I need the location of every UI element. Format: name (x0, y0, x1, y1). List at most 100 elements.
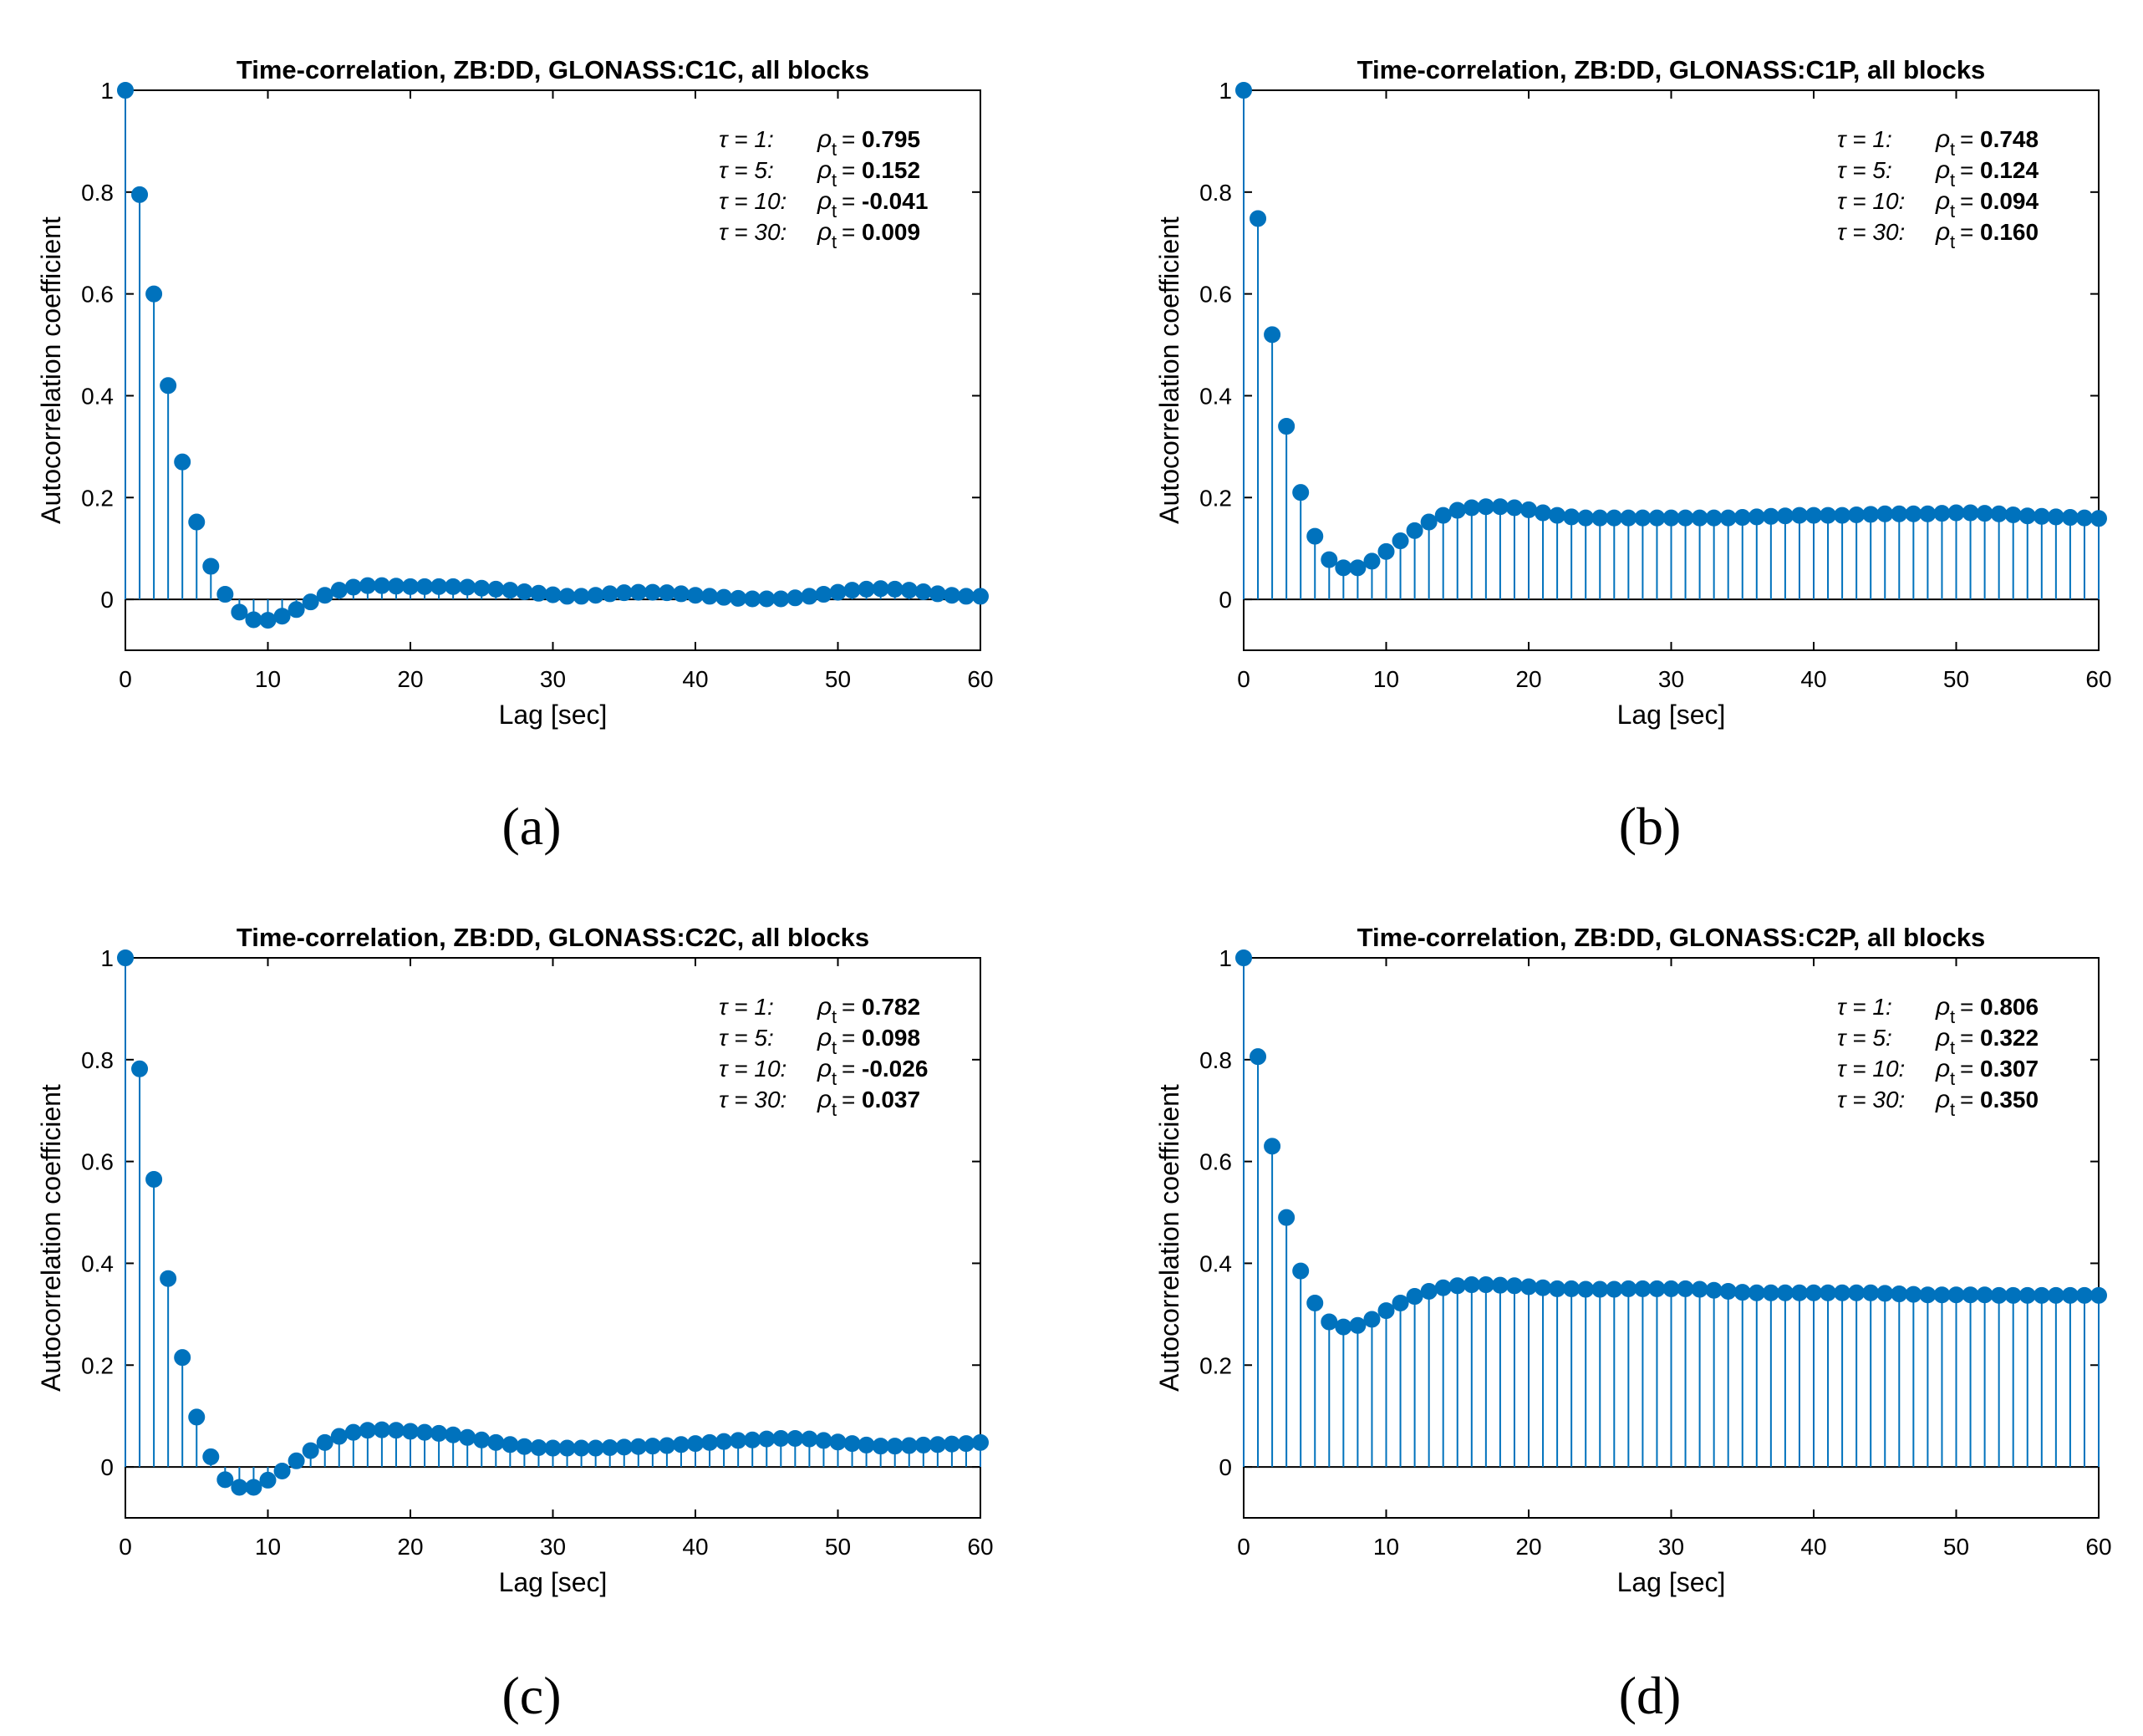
data-point-marker (1591, 509, 1609, 527)
y-tick-label: 0.4 (1199, 1250, 1232, 1276)
data-point-marker (886, 580, 904, 598)
x-tick-label: 40 (682, 666, 708, 692)
annotation-rho-symbol: ρ (817, 218, 832, 246)
data-point-marker (2047, 508, 2064, 526)
data-point-marker (131, 186, 149, 203)
data-point-marker (2090, 1286, 2107, 1304)
data-point-marker (658, 584, 675, 602)
data-point-marker (117, 949, 134, 966)
data-point-marker (1235, 82, 1252, 99)
data-point-marker (587, 1439, 604, 1457)
data-point-marker (1392, 532, 1409, 550)
annotation-lag: τ = 30: (719, 1087, 786, 1112)
data-point-marker (1392, 1294, 1409, 1311)
annotation-value: 0.806 (1980, 994, 2039, 1020)
data-point-marker (202, 1448, 220, 1465)
data-point-marker (1748, 1284, 1765, 1301)
annotation-rho-subscript: t (832, 232, 837, 252)
annotation-rho-subscript: t (832, 1099, 837, 1120)
data-point-marker (487, 580, 505, 598)
x-axis-label: Lag [sec] (1617, 700, 1726, 730)
y-tick-label: 0.4 (81, 383, 114, 409)
data-point-marker (1848, 1284, 1866, 1301)
y-tick-label: 0 (100, 587, 114, 613)
data-point-marker (2061, 509, 2079, 527)
y-tick-label: 0.8 (1199, 180, 1232, 206)
data-point-marker (1891, 1285, 1908, 1302)
data-point-marker (1491, 498, 1509, 516)
data-point-marker (1719, 509, 1737, 527)
annotation-rho-subscript: t (832, 1037, 837, 1058)
data-point-marker (1976, 505, 1993, 522)
data-point-marker (1278, 1209, 1295, 1226)
y-tick-label: 0.4 (81, 1250, 114, 1276)
data-point-marker (1962, 1286, 1979, 1304)
data-point-marker (1933, 1286, 1951, 1304)
data-point-marker (730, 1432, 747, 1449)
data-point-marker (715, 1433, 733, 1450)
annotation-equals: = (842, 188, 855, 214)
data-point-marker (544, 586, 562, 603)
data-point-marker (1520, 501, 1537, 518)
data-point-marker (1762, 1284, 1779, 1301)
data-point-marker (601, 585, 618, 603)
data-point-marker (2004, 506, 2022, 523)
y-tick-label: 0.2 (81, 485, 114, 511)
x-tick-label: 40 (1800, 1534, 1826, 1560)
data-point-marker (558, 588, 576, 605)
data-point-marker (687, 1435, 704, 1453)
data-point-marker (558, 1439, 576, 1457)
data-point-marker (1448, 501, 1466, 519)
data-point-marker (302, 593, 319, 611)
data-point-marker (715, 588, 733, 606)
annotation-rho-symbol: ρ (1935, 1055, 1950, 1082)
data-point-marker (330, 582, 348, 599)
data-point-marker (573, 1439, 590, 1457)
data-point-marker (1905, 505, 1922, 522)
data-point-marker (629, 583, 647, 601)
data-point-marker (1321, 551, 1338, 568)
annotation-lag: τ = 1: (719, 994, 774, 1020)
data-point-marker (1549, 507, 1566, 524)
annotation-rho-symbol: ρ (1935, 187, 1950, 215)
annotation-value: 0.748 (1980, 126, 2039, 152)
data-point-marker (1349, 559, 1367, 577)
data-point-marker (231, 1479, 248, 1496)
chart-title: Time-correlation, ZB:DD, GLONASS:C1C, al… (237, 55, 869, 84)
x-tick-label: 10 (255, 1534, 281, 1560)
data-point-marker (1306, 527, 1324, 545)
data-point-marker (758, 590, 776, 608)
annotation-equals: = (842, 157, 855, 183)
data-point-marker (1377, 542, 1395, 560)
data-point-marker (1321, 1313, 1338, 1331)
annotation-rho-symbol: ρ (817, 187, 832, 215)
data-point-marker (1563, 508, 1581, 526)
data-point-marker (1677, 509, 1694, 527)
data-point-marker (174, 453, 191, 471)
data-point-marker (1606, 1280, 1623, 1298)
data-point-marker (929, 1436, 946, 1453)
chart-title: Time-correlation, ZB:DD, GLONASS:C2C, al… (237, 923, 869, 952)
data-point-marker (1776, 507, 1794, 525)
annotation-rho-symbol: ρ (817, 1055, 832, 1082)
x-tick-label: 50 (825, 666, 851, 692)
annotation-lag: τ = 5: (719, 157, 774, 183)
x-tick-label: 10 (1373, 666, 1399, 692)
data-point-marker (1577, 1280, 1595, 1298)
data-point-marker (1962, 504, 1979, 522)
x-tick-label: 10 (255, 666, 281, 692)
data-point-marker (473, 1431, 491, 1448)
annotation-rho-symbol: ρ (817, 125, 832, 153)
data-point-marker (2033, 507, 2050, 525)
annotation-value: 0.160 (1980, 219, 2039, 245)
data-point-marker (1805, 1284, 1822, 1301)
data-point-marker (273, 1462, 291, 1479)
annotation-rho-subscript: t (1950, 1006, 1955, 1027)
data-point-marker (829, 1433, 847, 1451)
x-axis-label: Lag [sec] (1617, 1567, 1726, 1597)
data-point-marker (1820, 1284, 1837, 1301)
chart-panel-1: 0 10 20 30 40 50 60 0 0.2 0.4 0.6 0.8 1 Time-correlat… (36, 55, 994, 856)
annotation-lag: τ = 30: (1837, 1087, 1905, 1112)
data-point-marker (1520, 1278, 1537, 1296)
data-point-marker (316, 1433, 333, 1451)
